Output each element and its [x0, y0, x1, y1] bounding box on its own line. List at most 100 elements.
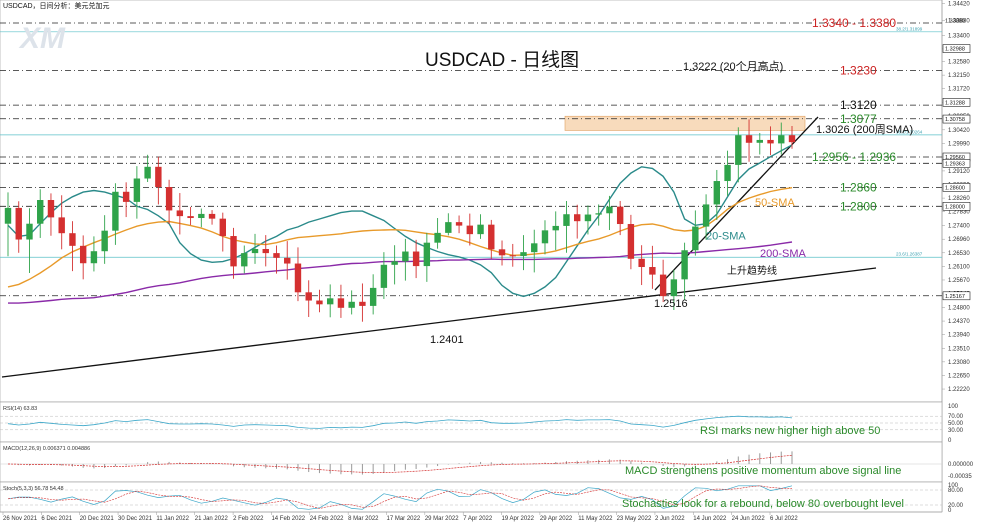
candle-body	[584, 214, 592, 222]
date-tick-label: 2 Jun 2022	[655, 516, 685, 522]
date-tick-label: 14 Jun 2022	[693, 516, 727, 522]
price-tick-label: 1.27830	[948, 210, 970, 216]
date-tick-label: 14 Feb 2022	[271, 516, 305, 522]
date-tick-label: 2 Feb 2022	[233, 516, 264, 522]
candle-body	[541, 230, 549, 244]
candle-body	[133, 178, 141, 202]
candle-body	[563, 214, 570, 226]
level-label: 1.2956 - 1.2936	[812, 150, 896, 164]
candle-body	[90, 251, 98, 264]
stoch-d-line	[7, 485, 792, 509]
price-tick-label: 1.24370	[948, 319, 970, 325]
candle-body	[488, 224, 495, 250]
date-tick-label: 24 Feb 2022	[310, 516, 344, 522]
rsi-comment: RSI marks new higher high above 50	[700, 425, 880, 437]
stoch-tick-label: 80.00	[948, 488, 964, 494]
candle-body	[187, 216, 194, 219]
price-tick-label: 1.33880	[948, 18, 970, 24]
stoch-tick-label: 20.00	[948, 503, 964, 509]
candle-body	[724, 164, 731, 182]
candle-body	[251, 249, 259, 254]
macd-label: MACD(12,26,9) 0.006371 0.004886	[3, 446, 90, 452]
stoch-tick-label: 0	[948, 508, 952, 514]
sma-line	[8, 241, 793, 304]
level-label: 1.2800	[840, 199, 877, 213]
stoch-k-line	[7, 485, 793, 510]
price-tick-label: 1.23510	[948, 346, 970, 352]
main-panel	[0, 0, 943, 403]
symbol-header: USDCAD，日间分析：美元兑加元	[3, 1, 110, 10]
candle-body	[122, 191, 130, 202]
fib-label: 23.6/1.26387	[896, 252, 923, 257]
macd-indicator: 0.000000 -0.00035	[0, 451, 974, 480]
price-tick-label: 1.33400	[948, 34, 970, 40]
candle-body	[659, 274, 667, 297]
price-tick-label: 1.25670	[948, 278, 970, 284]
candle-body	[745, 135, 753, 143]
candle-body	[47, 200, 55, 218]
rsi-line	[7, 415, 793, 429]
candle-body	[337, 298, 345, 308]
candle-body	[466, 225, 474, 235]
date-tick-label: 17 Mar 2022	[387, 516, 421, 522]
price-tick-label: 1.26100	[948, 264, 970, 270]
candle-body	[369, 287, 377, 306]
price-tag-box	[942, 159, 971, 168]
candle-body	[219, 218, 226, 237]
candle-body	[627, 224, 635, 259]
candle-body	[778, 135, 785, 144]
date-tick-label: 7 Apr 2022	[463, 516, 493, 522]
level-label: 1.3120	[840, 98, 877, 112]
candle-body	[574, 214, 581, 222]
candle-body	[359, 301, 366, 306]
candle-body	[165, 187, 173, 211]
candle-body	[294, 263, 302, 293]
date-tick-label: 23 May 2022	[617, 516, 652, 522]
price-axis: 1.344201.338801.334001.329801.325801.321…	[941, 0, 970, 512]
candle-body	[284, 257, 291, 264]
candle-body	[155, 166, 162, 188]
candle-body	[520, 252, 527, 256]
candle-body	[79, 245, 87, 264]
candle-body	[638, 258, 645, 268]
candle-body	[713, 181, 721, 205]
price-tag-box	[942, 202, 971, 211]
macd-signal-line	[7, 454, 793, 474]
date-tick-label: 29 Mar 2022	[425, 516, 459, 522]
candle-body	[69, 233, 76, 246]
candle-body	[767, 139, 774, 144]
price-tag-box	[942, 44, 971, 53]
candle-body	[208, 213, 216, 219]
fib-label: 38.2/1.31899	[896, 26, 923, 31]
candle-body	[616, 206, 624, 225]
candle-body	[788, 135, 796, 143]
candle-body	[735, 135, 742, 165]
candle-body	[391, 261, 398, 265]
rsi-label: RSI(14) 63.83	[3, 406, 37, 412]
price-tick-label: 1.32580	[948, 60, 970, 66]
price-tick-label: 1.24800	[948, 305, 970, 311]
macd-panel	[0, 441, 943, 483]
date-tick-label: 24 Jun 2022	[732, 516, 766, 522]
price-tags: 1.33880 1.32988 1.31288 1.30758 1.295601.293…	[942, 18, 971, 301]
sma-line	[7, 144, 793, 298]
stoch-tick-label: 100	[948, 483, 959, 489]
price-tag-label: 1.33880	[945, 18, 965, 24]
moving-averages: 20-SMA 50-SMA 200-SMA	[7, 144, 807, 304]
candle-body	[531, 243, 538, 253]
candle-body	[649, 267, 656, 275]
candle-body	[305, 292, 312, 301]
rsi-panel	[0, 401, 943, 443]
candle-body	[101, 230, 108, 252]
sma-line	[7, 187, 793, 288]
candlesticks	[4, 119, 796, 322]
candle-body	[412, 251, 420, 267]
candle-body	[198, 213, 205, 219]
candle-body	[112, 191, 119, 231]
candle-body	[681, 250, 688, 280]
price-tick-label: 1.26530	[948, 251, 970, 257]
price-tick-label: 1.32150	[948, 73, 970, 79]
candle-body	[595, 213, 602, 215]
level-label: 1.3230	[840, 63, 877, 77]
